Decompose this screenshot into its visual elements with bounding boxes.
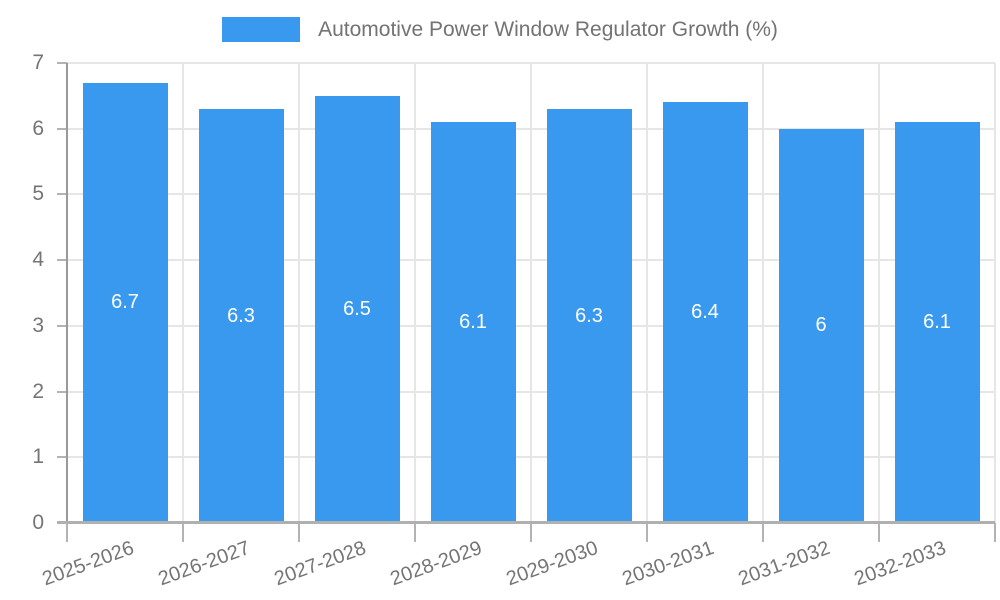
y-axis-line	[66, 63, 68, 524]
x-gridline	[762, 63, 764, 523]
x-gridline	[878, 63, 880, 523]
y-tick-mark	[57, 193, 67, 196]
legend-swatch[interactable]	[222, 17, 301, 42]
bar-value-label: 6.4	[691, 301, 719, 324]
x-tick-mark	[298, 523, 300, 542]
x-tick-mark	[414, 523, 416, 542]
legend[interactable]: Automotive Power Window Regulator Growth…	[0, 17, 1000, 42]
bar-value-label: 6.3	[227, 304, 255, 327]
y-tick-mark	[57, 127, 67, 130]
y-tick-label: 6	[32, 116, 44, 140]
x-tick-mark	[530, 523, 532, 542]
chart-title: Automotive Power Window Regulator Growth…	[318, 17, 778, 41]
bar[interactable]: 6.7	[82, 82, 168, 523]
x-gridline	[414, 63, 416, 523]
bar[interactable]: 6.3	[546, 109, 632, 523]
y-tick-label: 7	[32, 51, 44, 74]
bar[interactable]: 6.1	[894, 122, 980, 523]
bar-value-label: 6.5	[343, 297, 371, 320]
y-tick-mark	[57, 324, 67, 327]
x-tick-mark	[66, 523, 68, 542]
x-gridline	[298, 63, 300, 523]
bar[interactable]: 6.1	[430, 122, 516, 523]
bar[interactable]: 6.3	[198, 109, 284, 523]
y-tick-mark	[57, 456, 67, 459]
x-tick-mark	[994, 523, 996, 542]
x-tick-mark	[646, 523, 648, 542]
bar-value-label: 6.1	[923, 311, 951, 334]
x-axis-line	[57, 521, 995, 524]
y-tick-label: 4	[32, 248, 44, 272]
y-tick-label: 0	[32, 511, 44, 534]
x-gridline	[530, 63, 532, 523]
x-gridline	[182, 63, 184, 523]
x-tick-mark	[762, 523, 764, 542]
x-tick-mark	[878, 523, 880, 542]
x-gridline	[646, 63, 648, 523]
x-gridline	[994, 63, 996, 523]
bar-value-label: 6.7	[111, 291, 139, 314]
bar[interactable]: 6.4	[662, 102, 748, 523]
y-tick-label: 3	[32, 313, 44, 337]
y-tick-label: 1	[32, 445, 44, 469]
bar[interactable]: 6	[778, 128, 864, 523]
bar[interactable]: 6.5	[314, 95, 400, 523]
bar-value-label: 6	[815, 314, 827, 337]
y-tick-mark	[57, 390, 67, 393]
x-tick-mark	[182, 523, 184, 542]
y-tick-mark	[57, 259, 67, 262]
y-tick-label: 2	[32, 379, 44, 403]
y-tick-mark	[57, 62, 67, 64]
bar-value-label: 6.3	[575, 304, 603, 327]
y-tick-label: 5	[32, 182, 44, 206]
bar-value-label: 6.1	[459, 311, 487, 334]
